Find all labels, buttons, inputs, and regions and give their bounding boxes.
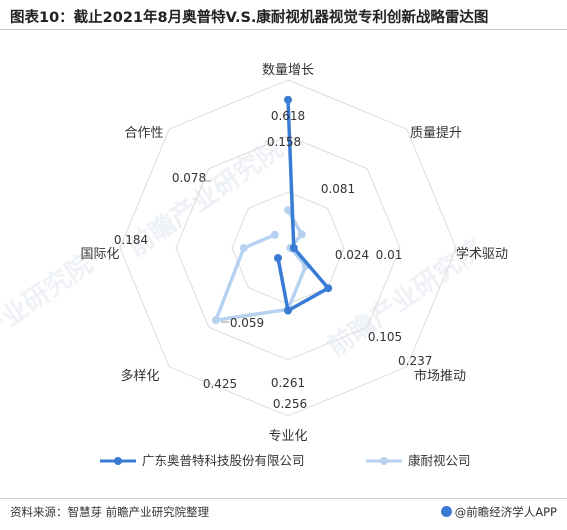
value-label: 0.261 — [271, 376, 305, 390]
value-label: 0.237 — [398, 354, 432, 368]
grid-ring — [175, 135, 401, 361]
brand-text: @前瞻经济学人APP — [454, 505, 557, 519]
value-labels: 0.618 0.024 0.237 0.261 0.059 0.158 0.081 0.01 0… — [114, 109, 433, 411]
brand-credit: @前瞻经济学人APP — [440, 504, 557, 520]
watermark-text: 前瞻产业研究院 — [0, 248, 99, 378]
value-label: 0.184 — [114, 233, 148, 247]
axis-label: 学术驱动 — [456, 246, 508, 262]
series-point-0 — [289, 244, 298, 252]
axis-label: 市场推动 — [414, 368, 466, 384]
legend: 广东奥普特科技股份有限公司 康耐视公司 — [100, 453, 471, 468]
value-label: 0.158 — [267, 135, 301, 149]
title-divider — [0, 29, 567, 30]
legend-item[interactable]: 广东奥普特科技股份有限公司 — [100, 453, 305, 468]
axis-label: 国际化 — [80, 247, 119, 262]
legend-swatch-dot — [114, 457, 122, 465]
legend-label: 广东奥普特科技股份有限公司 — [142, 453, 305, 468]
footer-divider — [0, 498, 567, 499]
value-label: 0.618 — [271, 109, 305, 123]
axis-label: 多样化 — [120, 368, 159, 384]
chart-title: 图表10：截止2021年8月奥普特V.S.康耐视机器视觉专利创新战略雷达图 — [10, 10, 489, 26]
legend-item[interactable]: 康耐视公司 — [366, 453, 471, 468]
series-point-0 — [274, 254, 282, 262]
axis-label: 质量提升 — [410, 125, 462, 141]
axis-label: 数量增长 — [262, 63, 314, 78]
value-label: 0.081 — [321, 182, 355, 196]
legend-label: 康耐视公司 — [408, 453, 471, 468]
series-point-1 — [284, 206, 292, 215]
series-point-1 — [211, 316, 220, 325]
series-point-0 — [324, 284, 333, 293]
source-note: 资料来源：智慧芽 前瞻产业研究院整理 — [10, 505, 210, 519]
series-point-1 — [297, 230, 306, 239]
value-label: 0.256 — [273, 397, 307, 411]
value-label: 0.425 — [203, 377, 237, 391]
axis-label: 专业化 — [268, 429, 307, 444]
value-label: 0.078 — [172, 171, 206, 185]
value-label: 0.059 — [230, 316, 264, 330]
value-label: 0.01 — [376, 248, 403, 262]
brand-logo-icon — [440, 506, 452, 517]
series-point-1 — [239, 244, 248, 252]
value-label: 0.105 — [368, 330, 402, 344]
series-point-0 — [284, 306, 292, 315]
legend-swatch-dot — [380, 457, 388, 465]
series-point-0 — [284, 95, 292, 104]
axis-label: 合作性 — [124, 126, 163, 141]
series-group — [211, 95, 333, 325]
grid-ring — [119, 79, 457, 417]
value-label: 0.024 — [335, 248, 369, 262]
series-point-1 — [270, 230, 279, 239]
